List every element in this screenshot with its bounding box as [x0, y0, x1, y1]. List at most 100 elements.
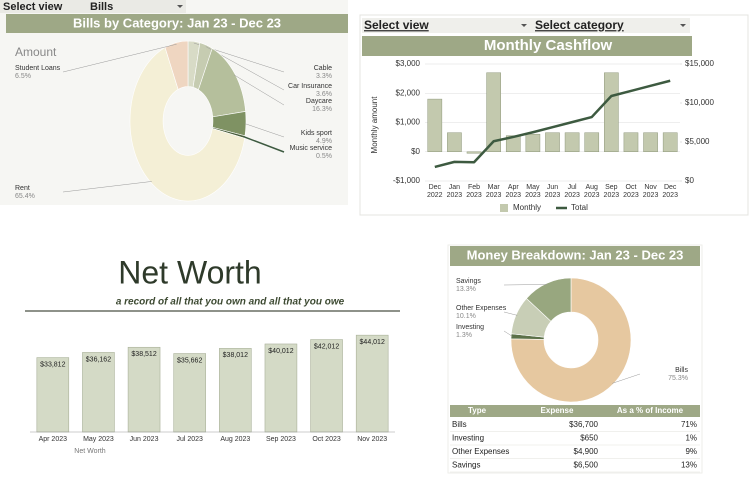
bar — [486, 72, 501, 152]
x-tick-label: Apr 2023 — [505, 184, 522, 199]
bar — [447, 132, 462, 153]
x-tick-label: May 2023 — [83, 436, 114, 443]
bar — [545, 132, 560, 153]
chart-title: Monthly Cashflow — [484, 37, 613, 54]
table-cell: 71% — [681, 420, 697, 429]
bar — [525, 133, 541, 152]
legend-label: Total — [571, 203, 588, 212]
x-tick-label: Jul 2023 — [176, 436, 203, 443]
x-tick-label: Dec 2023 — [662, 184, 678, 199]
bar — [662, 132, 678, 153]
dropdown-arrow[interactable] — [177, 5, 183, 8]
legend-label: Net Worth — [74, 448, 105, 455]
table-header — [450, 405, 700, 417]
bar — [643, 132, 658, 153]
title-bar — [450, 246, 700, 266]
pie-slice — [510, 277, 632, 403]
x-tick-label: Mar 2023 — [485, 184, 502, 199]
leader-line — [503, 284, 548, 286]
slice-label: Cable — [314, 65, 332, 72]
x-tick-label: Sep 2023 — [603, 184, 620, 199]
x-tick-label: Nov 2023 — [642, 184, 659, 199]
dropdown[interactable]: Select view — [364, 18, 429, 32]
dropdown-value[interactable]: Bills — [90, 1, 113, 13]
bar — [82, 352, 115, 433]
title-bar — [362, 36, 692, 56]
bar — [564, 132, 580, 153]
bar — [310, 339, 343, 433]
bar — [127, 346, 161, 433]
data-label: $35,662 — [177, 357, 202, 364]
chart-subtitle: a record of all that you own and all tha… — [116, 297, 345, 308]
leader-line — [233, 74, 285, 106]
legend-label: Monthly — [513, 203, 541, 212]
slice-label: Music service — [290, 145, 333, 152]
chart-title: Bills by Category: Jan 23 - Dec 23 — [73, 15, 281, 30]
slice-value-label: 3.3% — [316, 73, 332, 80]
slice-value-label: 6.5% — [15, 73, 31, 80]
table-cell: Investing — [452, 434, 484, 443]
x-tick-label: Oct 2023 — [312, 436, 341, 443]
x-tick-label: Dec 2022 — [427, 184, 443, 199]
x-tick-label: Aug 2023 — [220, 436, 250, 443]
x-tick-label: Sep 2023 — [266, 436, 296, 443]
y-tick-label: $1,000 — [396, 118, 421, 127]
slice-value-label: 16.3% — [312, 106, 332, 113]
data-label: $40,012 — [268, 348, 293, 355]
x-tick-label: Oct 2023 — [623, 184, 639, 199]
bar — [36, 357, 70, 433]
slice-label: Other Expenses — [456, 305, 507, 312]
data-label: $38,512 — [131, 351, 156, 358]
data-label: $44,012 — [360, 339, 385, 346]
y-tick-label: $3,000 — [396, 59, 421, 68]
title-bar — [6, 14, 348, 33]
bar — [427, 98, 443, 152]
slice-label: Bills — [675, 367, 688, 374]
dropdown-arrow[interactable] — [680, 24, 686, 27]
dropdown[interactable]: Select category — [535, 18, 624, 32]
y-tick-label: $0 — [411, 147, 420, 156]
table-cell: $650 — [580, 434, 598, 443]
leader-line — [503, 330, 513, 337]
table-cell: Other Expenses — [452, 447, 509, 456]
table-cell: $36,700 — [569, 420, 598, 429]
slice-label: Kids sport — [301, 130, 332, 137]
table-header-cell: Type — [468, 406, 487, 415]
y2-tick-label: $0 — [685, 176, 694, 185]
x-tick-label: Jun 2023 — [544, 184, 561, 199]
data-label: $33,812 — [40, 361, 65, 368]
slice-value-label: 75.3% — [668, 375, 688, 382]
legend-swatch — [500, 204, 508, 212]
pie-slice — [129, 47, 245, 202]
x-tick-label: Jun 2023 — [130, 436, 159, 443]
bar — [584, 132, 600, 153]
dropdown-arrow[interactable] — [521, 24, 527, 27]
dropdown-label: Select view — [3, 1, 63, 13]
bar — [355, 334, 389, 433]
slice-value-label: 10.1% — [456, 313, 476, 320]
leader-line — [62, 43, 177, 73]
bar — [173, 353, 206, 433]
x-tick-label: Nov 2023 — [357, 436, 387, 443]
dropdown-bar — [362, 18, 690, 33]
table-header-cell: Expense — [541, 406, 574, 415]
dropdown[interactable] — [0, 0, 186, 13]
y-tick-label: -$1,000 — [393, 176, 421, 185]
x-tick-label: Aug 2023 — [583, 184, 600, 199]
leader-line — [244, 123, 285, 138]
x-tick-label: Jul 2023 — [564, 184, 580, 199]
leader-line — [243, 135, 285, 153]
table-cell: 9% — [685, 447, 697, 456]
leader-line — [612, 373, 641, 384]
series-label: Amount — [15, 45, 57, 59]
bar — [623, 132, 639, 153]
table-cell: 1% — [685, 434, 697, 443]
y2-tick-label: $15,000 — [685, 59, 714, 68]
table-cell: 13% — [681, 461, 697, 470]
slice-value-label: 13.3% — [456, 286, 476, 293]
bar — [604, 72, 619, 152]
x-tick-label: Apr 2023 — [39, 436, 68, 443]
leader-line — [503, 311, 518, 316]
x-tick-label: May 2023 — [525, 184, 541, 199]
data-label: $36,162 — [86, 356, 111, 363]
